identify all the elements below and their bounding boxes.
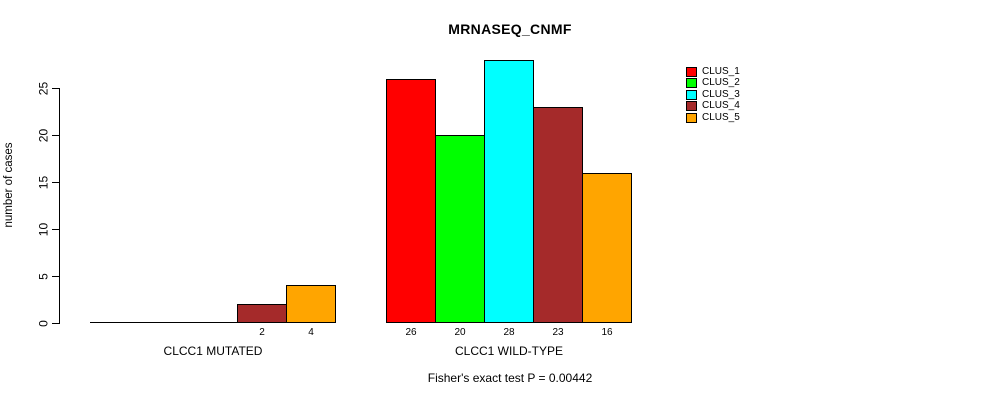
y-axis-tick-label: 0 <box>36 320 51 327</box>
bar-value-label-clus-5-clcc1-mutated: 4 <box>308 327 314 338</box>
legend-swatch-clus-3 <box>686 89 697 100</box>
bar-clus-2-clcc1-wild-type <box>435 135 485 323</box>
legend-item-clus-3: CLUS_3 <box>686 89 740 101</box>
bar-value-label-clus-2-clcc1-wild-type: 20 <box>454 327 466 338</box>
y-axis-tick <box>52 135 60 136</box>
bar-value-label-clus-5-clcc1-wild-type: 16 <box>601 327 613 338</box>
y-axis-tick-label: 20 <box>36 128 51 143</box>
y-axis-tick <box>52 182 60 183</box>
y-axis-tick <box>52 88 60 89</box>
y-axis-tick-label: 25 <box>36 81 51 96</box>
y-axis-tick-label: 10 <box>36 222 51 237</box>
y-axis-tick <box>52 323 60 324</box>
group-label-clcc1-mutated: CLCC1 MUTATED <box>163 344 263 358</box>
bar-clus-3-clcc1-wild-type <box>484 60 534 323</box>
legend-label-clus-1: CLUS_1 <box>702 65 740 77</box>
bar-value-label-clus-4-clcc1-wild-type: 23 <box>552 327 564 338</box>
legend-label-clus-2: CLUS_2 <box>702 77 740 89</box>
fisher-test-annotation: Fisher's exact test P = 0.00442 <box>427 371 593 385</box>
legend: CLUS_1 CLUS_2 CLUS_3 CLUS_4 CLUS_5 <box>686 66 740 124</box>
legend-swatch-clus-4 <box>686 101 697 112</box>
y-axis-tick <box>52 229 60 230</box>
y-axis-tick-label: 15 <box>36 175 51 190</box>
legend-label-clus-5: CLUS_5 <box>702 111 740 123</box>
bar-clus-5-clcc1-wild-type <box>582 173 632 323</box>
chart-title: MRNASEQ_CNMF <box>448 21 572 37</box>
legend-swatch-clus-1 <box>686 66 697 77</box>
bar-clus-1-clcc1-wild-type <box>386 79 436 323</box>
y-axis-tick-label: 5 <box>36 273 51 280</box>
legend-label-clus-4: CLUS_4 <box>702 100 740 112</box>
legend-item-clus-1: CLUS_1 <box>686 66 740 78</box>
group-label-clcc1-wild-type: CLCC1 WILD-TYPE <box>454 344 564 358</box>
y-axis-tick <box>52 276 60 277</box>
legend-swatch-clus-5 <box>686 112 697 123</box>
legend-item-clus-2: CLUS_2 <box>686 78 740 90</box>
legend-label-clus-3: CLUS_3 <box>702 88 740 100</box>
y-axis-line <box>59 88 60 324</box>
bar-clus-4-clcc1-mutated <box>237 304 287 323</box>
legend-swatch-clus-2 <box>686 78 697 89</box>
bar-clus-4-clcc1-wild-type <box>533 107 583 323</box>
y-axis-title: number of cases <box>3 142 15 228</box>
bar-value-label-clus-3-clcc1-wild-type: 28 <box>503 327 515 338</box>
bar-value-label-clus-4-clcc1-mutated: 2 <box>259 327 265 338</box>
legend-item-clus-4: CLUS_4 <box>686 101 740 113</box>
group-baseline <box>90 322 336 323</box>
bar-clus-5-clcc1-mutated <box>286 285 336 323</box>
legend-item-clus-5: CLUS_5 <box>686 112 740 124</box>
bar-value-label-clus-1-clcc1-wild-type: 26 <box>405 327 417 338</box>
